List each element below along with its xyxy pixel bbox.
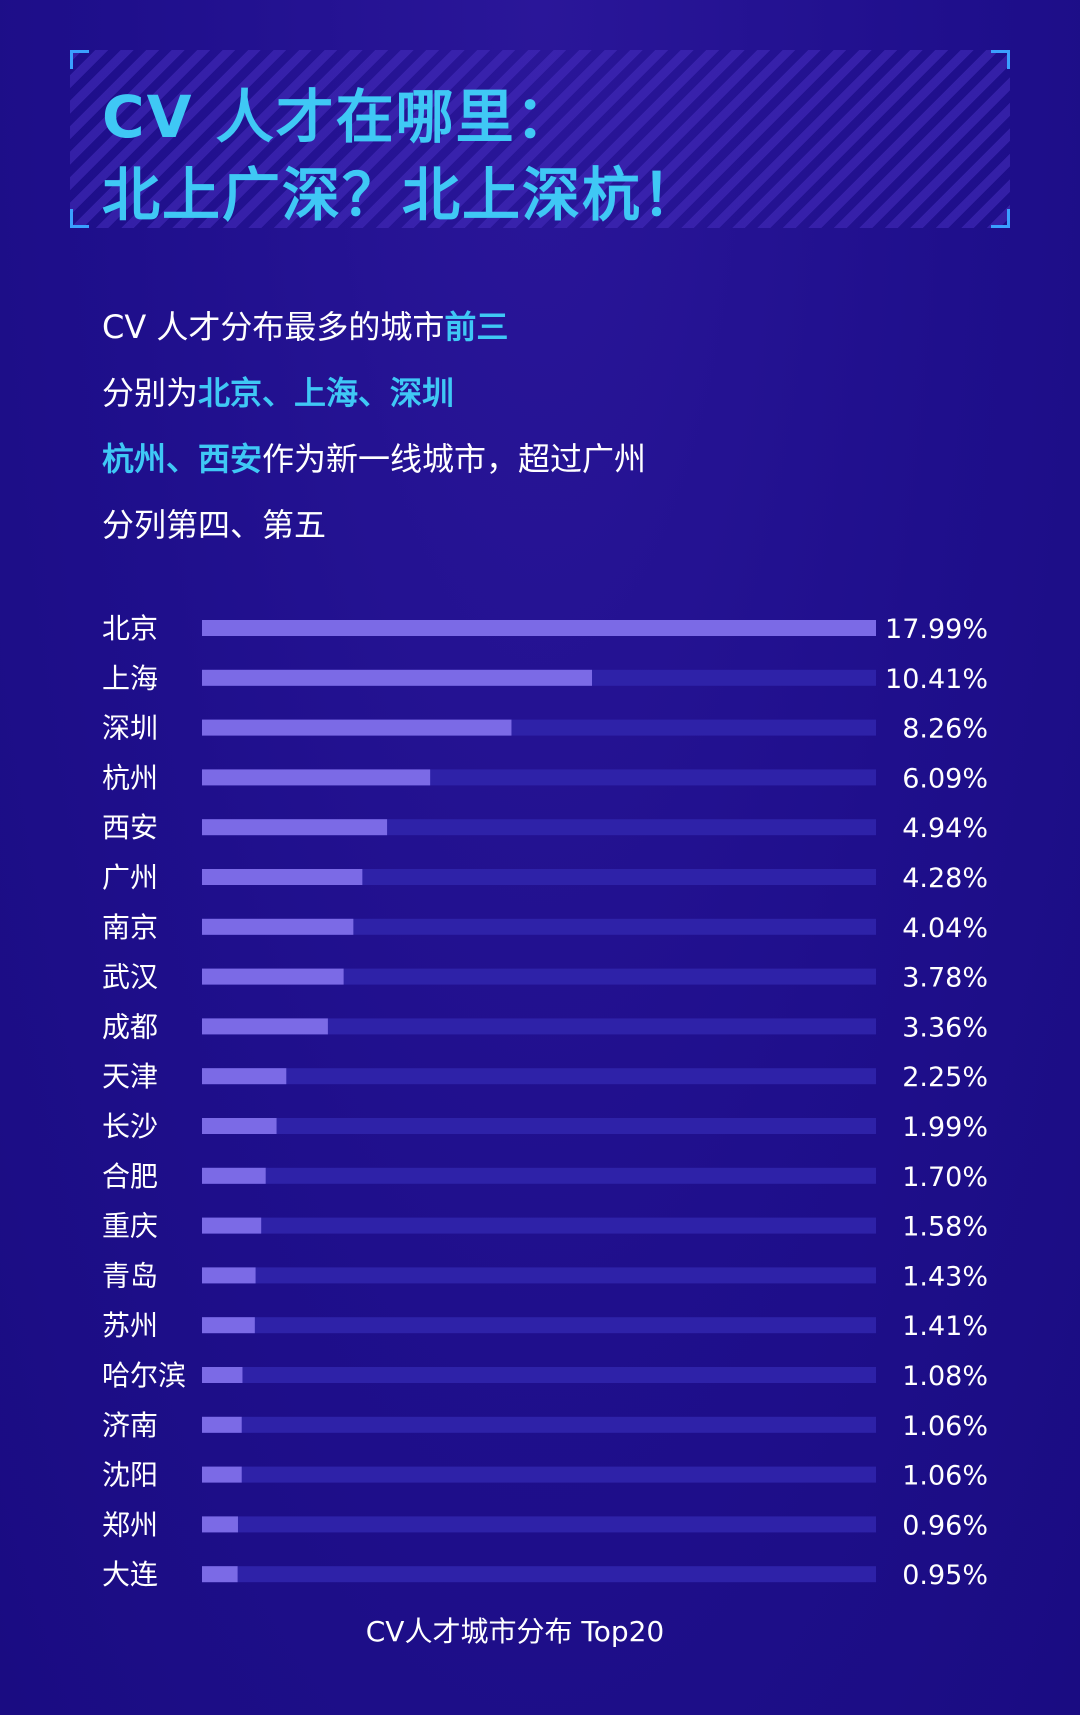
page-title-line-2: 北上广深？北上深杭！ xyxy=(102,161,703,229)
bar xyxy=(202,1118,277,1134)
value-label: 1.70% xyxy=(902,1162,988,1193)
category-label: 天津 xyxy=(102,1060,158,1093)
intro-highlight: 杭州、西安 xyxy=(102,440,263,478)
category-label: 沈阳 xyxy=(102,1459,158,1492)
category-label: 哈尔滨 xyxy=(102,1359,186,1392)
bar xyxy=(202,968,344,985)
category-label: 上海 xyxy=(102,662,158,695)
intro-segment: 分别为 xyxy=(102,374,199,412)
chart-caption: CV人才城市分布 Top20 xyxy=(365,1615,665,1648)
value-label: 1.06% xyxy=(902,1461,988,1492)
value-label: 1.43% xyxy=(902,1261,988,1292)
bar-track xyxy=(202,1167,876,1184)
category-label: 济南 xyxy=(102,1409,158,1442)
corner-bracket-bottom-left xyxy=(70,209,89,228)
bar-track xyxy=(202,1068,876,1085)
intro-segment: 作为新一线城市，超过广州 xyxy=(262,440,647,478)
intro-highlight: 北京、上海、深圳 xyxy=(198,374,455,412)
category-label: 青岛 xyxy=(102,1259,158,1292)
value-label: 0.96% xyxy=(902,1510,988,1541)
bar xyxy=(202,1416,242,1433)
intro-line: 分列第四、第五 xyxy=(102,496,646,562)
category-label: 南京 xyxy=(102,911,158,944)
bar xyxy=(202,620,876,636)
bar xyxy=(202,1167,266,1184)
value-label: 4.94% xyxy=(902,813,988,844)
corner-bracket-bottom-right xyxy=(991,209,1010,228)
value-label: 1.06% xyxy=(902,1411,988,1442)
bar xyxy=(202,769,431,786)
category-label: 重庆 xyxy=(102,1210,158,1243)
value-label: 4.28% xyxy=(902,863,988,894)
page-title-line-1: CV 人才在哪里： xyxy=(102,83,576,151)
bar xyxy=(202,1018,328,1035)
value-label: 1.08% xyxy=(902,1361,988,1392)
bar-track xyxy=(202,1217,876,1234)
bar xyxy=(202,819,388,836)
bar-track xyxy=(202,1317,876,1334)
intro-text: CV 人才分布最多的城市前三 分别为北京、上海、深圳 杭州、西安作为新一线城市，超过… xyxy=(102,298,646,562)
intro-segment: 分列第四、第五 xyxy=(102,506,327,544)
bar-track xyxy=(202,1267,876,1284)
category-label: 武汉 xyxy=(102,961,158,994)
category-label: 成都 xyxy=(102,1010,158,1043)
corner-bracket-top-right xyxy=(991,50,1010,69)
bar-track xyxy=(202,1566,876,1583)
bar-track xyxy=(202,1367,876,1383)
bar-track xyxy=(202,1416,876,1433)
bar xyxy=(202,1367,243,1383)
value-label: 10.41% xyxy=(885,664,988,695)
bar-track xyxy=(202,1018,876,1035)
category-label: 杭州 xyxy=(102,761,158,794)
intro-line: 杭州、西安作为新一线城市，超过广州 xyxy=(102,430,646,496)
bar-track xyxy=(202,869,876,885)
category-label: 合肥 xyxy=(102,1160,158,1193)
value-label: 3.36% xyxy=(902,1012,988,1043)
bar xyxy=(202,1317,255,1334)
intro-line: CV 人才分布最多的城市前三 xyxy=(102,298,646,364)
title-box: CV 人才在哪里： 北上广深？北上深杭！ xyxy=(70,50,1010,229)
value-label: 17.99% xyxy=(885,614,988,645)
value-label: 1.41% xyxy=(902,1311,988,1342)
category-label: 深圳 xyxy=(102,712,158,745)
value-label: 6.09% xyxy=(902,763,988,794)
bar-track xyxy=(202,1466,876,1483)
intro-segment: CV 人才分布最多的城市 xyxy=(102,308,445,346)
bar-track xyxy=(202,1516,876,1533)
bar xyxy=(202,1217,262,1234)
bar-track xyxy=(202,1118,876,1134)
bar xyxy=(202,1516,238,1533)
category-label: 广州 xyxy=(102,861,158,894)
value-label: 8.26% xyxy=(902,714,988,745)
value-label: 0.95% xyxy=(902,1560,988,1591)
value-label: 2.25% xyxy=(902,1062,988,1093)
intro-highlight: 前三 xyxy=(444,308,509,346)
category-label: 苏州 xyxy=(102,1309,158,1342)
bar xyxy=(202,869,363,885)
category-label: 西安 xyxy=(102,811,158,844)
bar xyxy=(202,918,354,935)
value-label: 3.78% xyxy=(902,963,988,994)
category-label: 大连 xyxy=(102,1558,158,1591)
bar-track xyxy=(202,918,876,935)
value-label: 1.58% xyxy=(902,1212,988,1243)
bar xyxy=(202,1267,256,1284)
category-label: 长沙 xyxy=(102,1110,158,1143)
value-label: 1.99% xyxy=(902,1112,988,1143)
value-label: 4.04% xyxy=(902,913,988,944)
bar xyxy=(202,1566,238,1583)
bar xyxy=(202,1466,242,1483)
category-label: 郑州 xyxy=(102,1508,158,1541)
intro-line: 分别为北京、上海、深圳 xyxy=(102,364,646,430)
bar xyxy=(202,719,512,736)
bar xyxy=(202,1068,287,1085)
bar xyxy=(202,669,593,686)
category-label: 北京 xyxy=(102,612,158,645)
bar-track xyxy=(202,968,876,985)
corner-bracket-top-left xyxy=(70,50,89,69)
